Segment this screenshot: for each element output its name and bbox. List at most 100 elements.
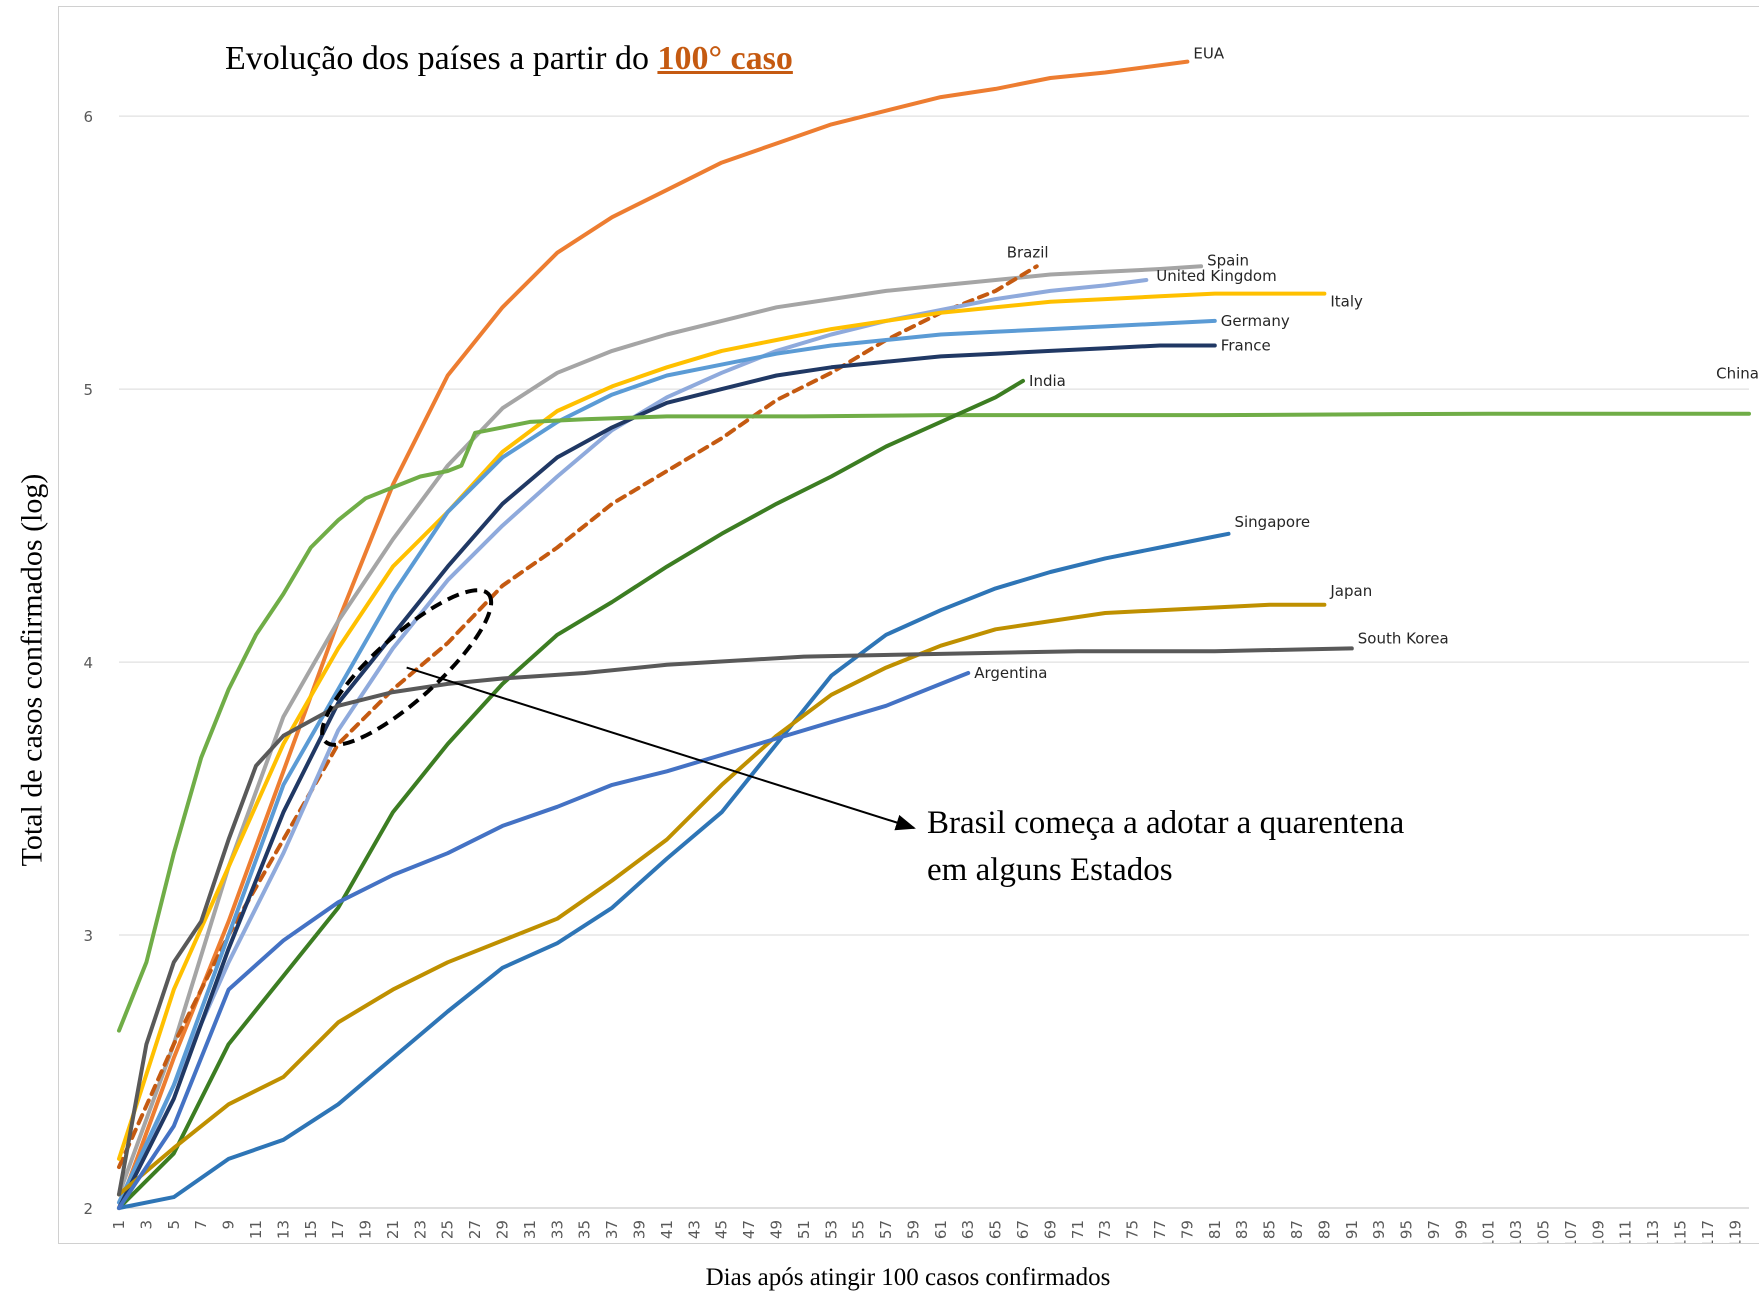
x-tick-label-65: 65 bbox=[987, 1220, 1005, 1239]
series-line-eua bbox=[117, 59, 1190, 1210]
series-label-united-kingdom: United Kingdom bbox=[1156, 267, 1276, 285]
series-label-brazil: Brazil bbox=[1007, 243, 1049, 261]
x-tick-label-33: 33 bbox=[548, 1220, 566, 1239]
x-tick-label-113: 113 bbox=[1644, 1220, 1662, 1243]
series-line-south-korea bbox=[117, 646, 1354, 1197]
x-tick-label-29: 29 bbox=[494, 1220, 512, 1239]
x-tick-label-57: 57 bbox=[877, 1220, 895, 1239]
chart-title-highlight: 100° caso bbox=[657, 40, 793, 77]
x-tick-label-59: 59 bbox=[904, 1220, 922, 1239]
x-tick-label-101: 101 bbox=[1480, 1220, 1498, 1243]
chart-title: Evolução dos países a partir do 100° cas… bbox=[225, 40, 793, 78]
x-tick-label-63: 63 bbox=[959, 1220, 977, 1239]
y-tick-label-3: 3 bbox=[83, 927, 93, 945]
x-tick-label-9: 9 bbox=[220, 1220, 238, 1230]
series-line-germany bbox=[117, 318, 1217, 1205]
x-tick-label-75: 75 bbox=[1124, 1220, 1142, 1239]
annotation-line-2: em alguns Estados bbox=[927, 852, 1173, 888]
x-tick-label-1: 1 bbox=[110, 1220, 128, 1230]
x-tick-label-85: 85 bbox=[1261, 1220, 1279, 1239]
x-tick-label-87: 87 bbox=[1288, 1220, 1306, 1239]
x-tick-label-117: 117 bbox=[1699, 1220, 1717, 1243]
x-tick-label-105: 105 bbox=[1535, 1220, 1553, 1243]
x-tick-label-61: 61 bbox=[932, 1220, 950, 1239]
y-tick-label-2: 2 bbox=[83, 1200, 93, 1218]
y-tick-label-6: 6 bbox=[83, 108, 93, 126]
x-tick-label-5: 5 bbox=[165, 1220, 183, 1230]
series-line-france bbox=[117, 343, 1217, 1210]
x-tick-label-107: 107 bbox=[1562, 1220, 1580, 1243]
x-tick-label-99: 99 bbox=[1452, 1220, 1470, 1239]
x-tick-label-91: 91 bbox=[1343, 1220, 1361, 1239]
x-tick-label-17: 17 bbox=[329, 1220, 347, 1239]
x-axis-title: Dias após atingir 100 casos confirmados bbox=[705, 1264, 1111, 1291]
x-tick-label-111: 111 bbox=[1617, 1220, 1635, 1243]
x-tick-label-37: 37 bbox=[603, 1220, 621, 1239]
series-line-japan bbox=[117, 602, 1327, 1197]
x-tick-label-55: 55 bbox=[850, 1220, 868, 1239]
series-label-japan: Japan bbox=[1329, 582, 1372, 600]
x-tick-label-73: 73 bbox=[1096, 1220, 1114, 1239]
annotation-line-1: Brasil começa a adotar a quarentena bbox=[927, 805, 1405, 841]
series-line-china bbox=[117, 411, 1751, 1033]
chart-title-text: Evolução dos países a partir do bbox=[225, 40, 658, 77]
x-tick-label-109: 109 bbox=[1589, 1220, 1607, 1243]
x-tick-label-115: 115 bbox=[1672, 1220, 1690, 1243]
series-line-brazil bbox=[117, 264, 1039, 1170]
x-tick-label-21: 21 bbox=[384, 1220, 402, 1239]
x-tick-label-95: 95 bbox=[1398, 1220, 1416, 1239]
series-label-italy: Italy bbox=[1330, 293, 1363, 311]
series-line-singapore bbox=[117, 531, 1231, 1210]
x-tick-label-97: 97 bbox=[1425, 1220, 1443, 1239]
x-tick-label-19: 19 bbox=[357, 1220, 375, 1239]
y-tick-label-5: 5 bbox=[83, 381, 93, 399]
x-tick-label-41: 41 bbox=[658, 1220, 676, 1239]
x-tick-label-53: 53 bbox=[822, 1220, 840, 1239]
x-tick-label-27: 27 bbox=[466, 1220, 484, 1239]
x-tick-label-119: 119 bbox=[1726, 1220, 1744, 1243]
x-tick-label-3: 3 bbox=[137, 1220, 155, 1230]
x-tick-label-81: 81 bbox=[1206, 1220, 1224, 1239]
series-label-south-korea: South Korea bbox=[1358, 629, 1449, 647]
x-tick-label-35: 35 bbox=[576, 1220, 594, 1239]
x-tick-label-43: 43 bbox=[685, 1220, 703, 1239]
series-line-argentina bbox=[117, 671, 971, 1210]
x-tick-label-79: 79 bbox=[1178, 1220, 1196, 1239]
x-tick-label-93: 93 bbox=[1370, 1220, 1388, 1239]
x-tick-label-67: 67 bbox=[1014, 1220, 1032, 1239]
series-label-singapore: Singapore bbox=[1234, 513, 1310, 531]
x-tick-label-25: 25 bbox=[439, 1220, 457, 1239]
series-line-italy bbox=[117, 291, 1327, 1161]
x-tick-label-69: 69 bbox=[1041, 1220, 1059, 1239]
x-tick-label-89: 89 bbox=[1315, 1220, 1333, 1239]
series-label-france: France bbox=[1221, 336, 1271, 354]
y-tick-label-4: 4 bbox=[83, 654, 93, 672]
x-tick-label-11: 11 bbox=[247, 1220, 265, 1239]
x-tick-label-83: 83 bbox=[1233, 1220, 1251, 1239]
x-tick-label-47: 47 bbox=[740, 1220, 758, 1239]
y-axis-title: Total de casos confirmados (log) bbox=[15, 473, 49, 867]
series-label-spain: Spain bbox=[1207, 251, 1249, 269]
annotation-arrow bbox=[406, 666, 916, 831]
x-tick-label-45: 45 bbox=[713, 1220, 731, 1239]
x-tick-label-51: 51 bbox=[795, 1220, 813, 1239]
quarantine-annotation: Brasil começa a adotar a quarentena em a… bbox=[927, 800, 1627, 894]
x-tick-label-71: 71 bbox=[1069, 1220, 1087, 1239]
chart-frame: 2 3 4 5 6 1 3 5 7 9 11 13 15 17 19 21 23 25 27 29 31 33 35 37 39… bbox=[58, 6, 1759, 1244]
x-tick-label-49: 49 bbox=[767, 1220, 785, 1239]
series-label-eua: EUA bbox=[1193, 45, 1224, 63]
x-tick-label-39: 39 bbox=[631, 1220, 649, 1239]
series-label-india: India bbox=[1029, 372, 1066, 390]
series-line-india bbox=[117, 378, 1025, 1210]
series-label-argentina: Argentina bbox=[974, 664, 1047, 682]
x-tick-label-13: 13 bbox=[274, 1220, 292, 1239]
x-tick-label-15: 15 bbox=[302, 1220, 320, 1239]
y-axis-title-box: Total de casos confirmados (log) bbox=[12, 470, 52, 870]
x-tick-label-31: 31 bbox=[521, 1220, 539, 1239]
series-line-spain bbox=[117, 264, 1204, 1197]
x-tick-label-77: 77 bbox=[1151, 1220, 1169, 1239]
quarantine-highlight-ellipse bbox=[320, 588, 494, 747]
x-tick-label-7: 7 bbox=[192, 1220, 210, 1230]
series-label-germany: Germany bbox=[1221, 312, 1290, 330]
